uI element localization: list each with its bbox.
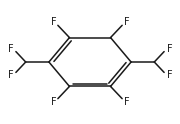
- Text: F: F: [167, 70, 172, 80]
- Text: F: F: [8, 70, 13, 80]
- Text: F: F: [51, 17, 56, 27]
- Text: F: F: [124, 97, 129, 107]
- Text: F: F: [167, 44, 172, 54]
- Text: F: F: [124, 17, 129, 27]
- Text: F: F: [8, 44, 13, 54]
- Text: F: F: [51, 97, 56, 107]
